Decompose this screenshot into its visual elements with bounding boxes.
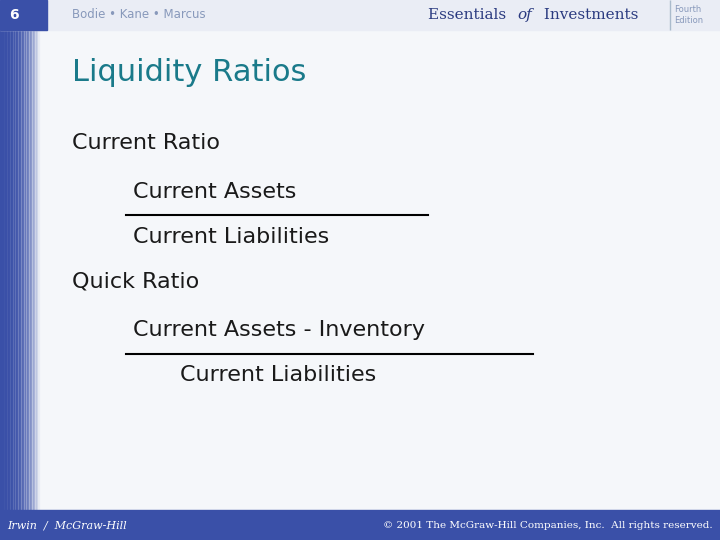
Text: Bodie • Kane • Marcus: Bodie • Kane • Marcus <box>72 8 206 22</box>
Bar <box>23 0 25 540</box>
Bar <box>28 0 30 540</box>
Bar <box>45 0 47 540</box>
Text: 6: 6 <box>9 8 19 22</box>
Bar <box>40 0 42 540</box>
Bar <box>5 0 6 540</box>
Bar <box>33 0 35 540</box>
Bar <box>3 0 4 540</box>
Bar <box>36 0 37 540</box>
Bar <box>0 0 1 540</box>
Text: Current Liabilities: Current Liabilities <box>133 226 330 247</box>
Bar <box>37 0 39 540</box>
Bar <box>0 0 720 30</box>
Text: Current Assets: Current Assets <box>133 181 297 202</box>
Bar <box>14 0 16 540</box>
Bar <box>25 0 27 540</box>
Bar <box>1 0 3 540</box>
Bar <box>17 0 19 540</box>
Bar <box>44 0 45 540</box>
Bar <box>6 0 8 540</box>
Text: of: of <box>517 8 531 22</box>
Bar <box>11 0 12 540</box>
Text: Current Assets - Inventory: Current Assets - Inventory <box>133 320 426 341</box>
Bar <box>30 0 31 540</box>
Bar <box>22 0 23 540</box>
Bar <box>9 0 11 540</box>
Text: Investments: Investments <box>539 8 638 22</box>
Bar <box>12 0 14 540</box>
Bar <box>19 0 20 540</box>
Text: Essentials: Essentials <box>428 8 511 22</box>
Bar <box>31 0 33 540</box>
Text: Irwin  /  McGraw-Hill: Irwin / McGraw-Hill <box>7 520 127 530</box>
Bar <box>8 0 9 540</box>
Text: Current Liabilities: Current Liabilities <box>180 365 377 386</box>
Text: Current Ratio: Current Ratio <box>72 133 220 153</box>
Bar <box>42 0 44 540</box>
Text: Edition: Edition <box>674 16 703 25</box>
Text: Fourth: Fourth <box>674 5 701 14</box>
Bar <box>27 0 28 540</box>
Bar <box>0 0 47 30</box>
Bar <box>20 0 22 540</box>
Bar <box>0 510 720 540</box>
Bar <box>39 0 40 540</box>
Bar <box>16 0 17 540</box>
Text: Liquidity Ratios: Liquidity Ratios <box>72 58 307 87</box>
Bar <box>35 0 36 540</box>
Text: © 2001 The McGraw-Hill Companies, Inc.  All rights reserved.: © 2001 The McGraw-Hill Companies, Inc. A… <box>383 521 713 530</box>
Text: Quick Ratio: Quick Ratio <box>72 272 199 292</box>
